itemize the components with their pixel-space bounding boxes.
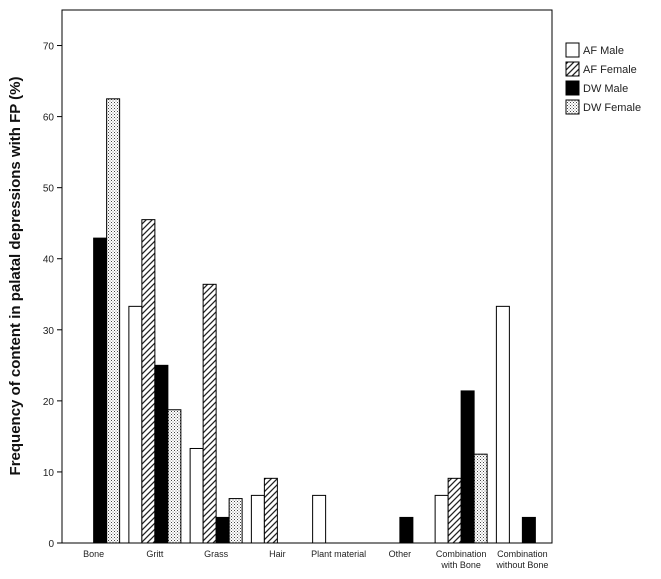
bar — [202, 283, 217, 544]
bar — [189, 447, 204, 544]
y-tick-label: 10 — [43, 468, 55, 479]
x-tick-label: Gritt — [146, 549, 163, 559]
plot-frame — [61, 9, 553, 544]
x-tick-label: Grass — [204, 549, 229, 559]
bar — [128, 305, 143, 544]
bar — [460, 390, 475, 544]
bar — [434, 494, 449, 544]
y-tick-label: 50 — [43, 184, 55, 195]
bar — [312, 494, 327, 544]
bar — [141, 219, 156, 544]
y-axis: 0 10 20 30 40 50 60 70 — [43, 42, 62, 550]
y-tick-label: 40 — [43, 255, 55, 266]
x-tick-label: Hair — [269, 549, 286, 559]
bar — [399, 516, 414, 544]
bar — [521, 516, 536, 544]
bar — [154, 364, 169, 544]
legend: AF Male AF Female DW Male DW Female — [565, 42, 641, 115]
bar — [447, 477, 462, 544]
bar — [215, 516, 230, 544]
legend-swatch — [565, 99, 580, 115]
legend-swatch — [565, 80, 580, 96]
legend-label: DW Male — [583, 83, 628, 95]
legend-label: AF Male — [583, 45, 624, 57]
y-tick-label: 30 — [43, 326, 55, 337]
bar — [495, 305, 510, 544]
bar — [228, 498, 243, 544]
legend-label: AF Female — [583, 64, 637, 76]
x-tick-label: Bone — [83, 549, 104, 559]
y-axis-label: Frequency of content in palatal depressi… — [7, 77, 24, 476]
y-tick-label: 20 — [43, 397, 55, 408]
x-axis: Bone Gritt Grass Hair Plant material Other Com… — [83, 549, 548, 570]
x-tick-label: Plant material — [311, 549, 366, 559]
x-tick-label: Combination with Bone — [436, 549, 487, 570]
bar — [250, 494, 265, 544]
bar — [93, 237, 108, 544]
y-tick-label: 70 — [43, 42, 55, 53]
bar — [263, 477, 278, 544]
x-tick-label: Combination without Bone — [495, 549, 548, 570]
bar — [167, 409, 182, 544]
bar — [473, 453, 488, 544]
y-tick-label: 0 — [48, 539, 54, 550]
legend-swatch — [565, 61, 580, 77]
bars — [93, 98, 536, 544]
legend-label: DW Female — [583, 102, 641, 114]
bar — [106, 98, 121, 544]
legend-swatch — [565, 42, 580, 58]
x-tick-label: Other — [389, 549, 412, 559]
y-tick-label: 60 — [43, 113, 55, 124]
